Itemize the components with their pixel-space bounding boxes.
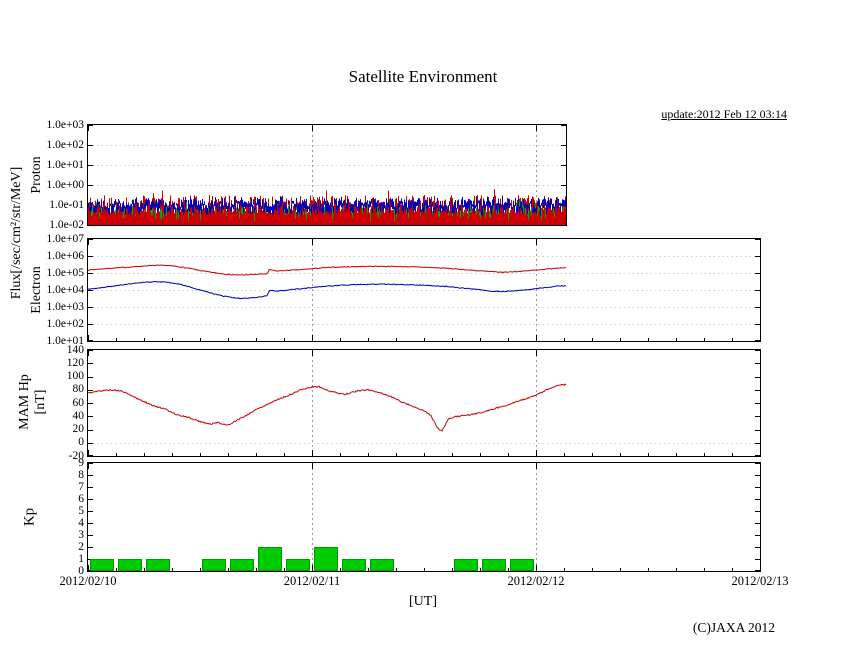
kp-panel — [87, 462, 761, 572]
hp-panel — [87, 349, 761, 457]
x-tick-label: 2012/02/13 — [731, 574, 789, 588]
y-tick-label: 1.0e+00 — [46, 178, 84, 191]
y-tick-label: 1 — [78, 552, 84, 565]
y-tick-label: 0 — [78, 564, 84, 577]
y-tick-label: 4 — [78, 516, 84, 529]
y-tick-label: 20 — [72, 423, 85, 435]
update-timestamp: update:2012 Feb 12 03:14 — [661, 107, 787, 121]
y-tick-label: 2 — [78, 540, 84, 553]
y-tick-label: 9 — [78, 456, 84, 469]
y-tick-label: 1.0e+04 — [46, 283, 84, 296]
y-tick-label: 140 — [66, 343, 84, 356]
kp-canvas — [88, 463, 760, 571]
electron-panel — [87, 238, 761, 342]
y-tick-label: 120 — [66, 356, 84, 369]
y-tick-label: 1.0e+05 — [46, 266, 84, 279]
x-tick-label: 2012/02/11 — [283, 574, 341, 588]
hp-canvas — [88, 350, 760, 456]
y-tick-label: 1.0e-02 — [49, 218, 84, 231]
proton-panel — [87, 124, 567, 226]
proton-canvas — [88, 125, 566, 225]
y-tick-label: 80 — [72, 383, 85, 396]
y-tick-label: 6 — [78, 492, 84, 505]
y-tick-label: 1.0e+03 — [46, 118, 84, 131]
y-tick-label: 5 — [78, 504, 84, 517]
y-tick-label: 7 — [78, 480, 84, 493]
y-tick-label: -20 — [68, 449, 84, 462]
y-tick-label: 8 — [78, 468, 84, 481]
y-tick-label: 40 — [72, 409, 85, 422]
y-tick-label: 1.0e+01 — [46, 334, 84, 347]
y-tick-label: 0 — [78, 436, 84, 449]
y-tick-label: 1.0e+07 — [46, 232, 84, 245]
y-tick-label: 1.0e+01 — [46, 158, 84, 171]
y-tick-label: 3 — [78, 528, 84, 541]
y-tick-label: 100 — [66, 370, 84, 382]
y-tick-label: 1.0e-01 — [49, 198, 84, 211]
copyright-text: (C)JAXA 2012 — [692, 620, 775, 635]
y-tick-label: 1.0e+02 — [46, 138, 84, 151]
y-tick-label: 1.0e+02 — [46, 317, 84, 330]
y-tick-label: 1.0e+06 — [46, 249, 84, 262]
x-tick-label: 2012/02/12 — [507, 574, 565, 588]
y-tick-label: 1.0e+03 — [46, 300, 84, 313]
plot-title: Satellite Environment — [348, 67, 498, 86]
ut-axis-label: [UT] — [409, 594, 437, 609]
electron-canvas — [88, 239, 760, 341]
y-tick-label: 60 — [72, 396, 85, 409]
x-tick-label: 2012/02/10 — [59, 574, 117, 588]
